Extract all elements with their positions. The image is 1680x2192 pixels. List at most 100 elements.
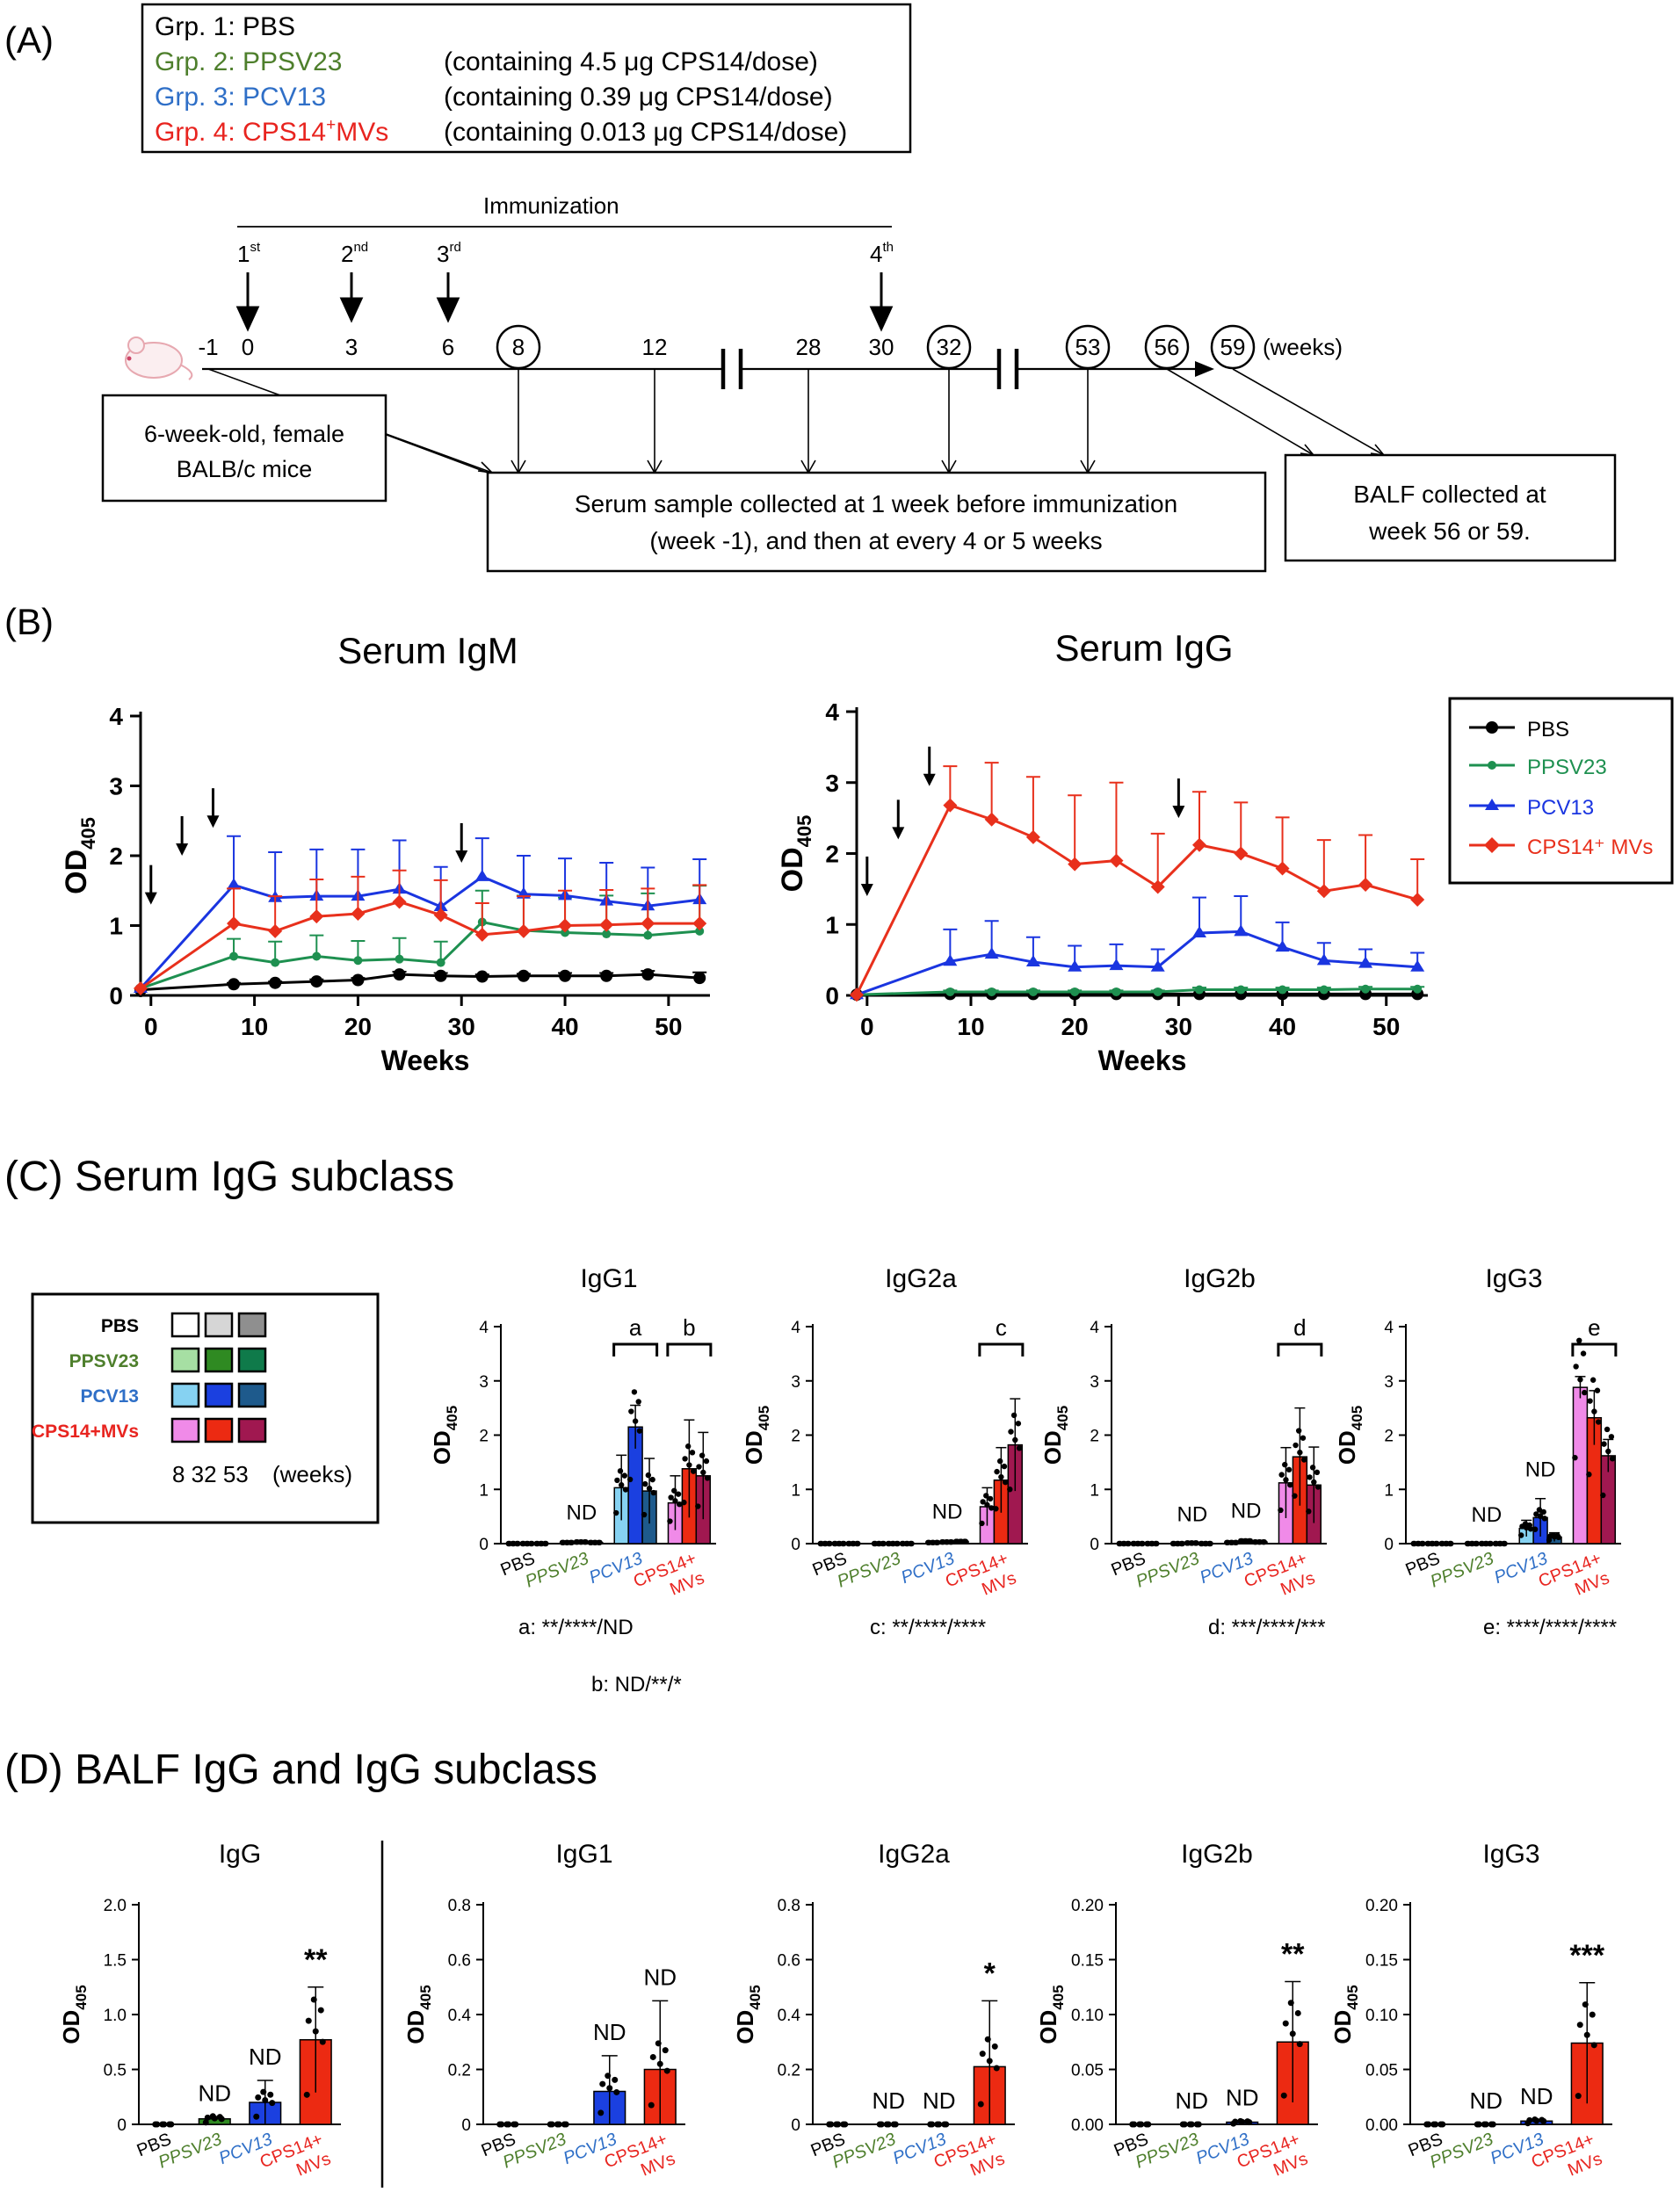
data-dot (1533, 2117, 1540, 2124)
balf-line-2: week 56 or 59. (1368, 517, 1531, 545)
dose-arrow-head (923, 773, 936, 786)
data-dot (656, 2060, 663, 2067)
series-PCV13 (850, 894, 1425, 1000)
data-dot (622, 1487, 629, 1493)
x-tick-label: 30 (1165, 1013, 1192, 1040)
data-dot (632, 1418, 639, 1424)
data-dot (1411, 1540, 1418, 1547)
svg-text:PCV13: PCV13 (1527, 796, 1594, 820)
x-tick-label: 20 (344, 1013, 372, 1040)
data-dot (649, 1476, 655, 1483)
series-CPS14 (134, 869, 707, 996)
category-label: CPS14+MVs (1242, 1549, 1318, 1600)
week-label: 59 (1220, 334, 1246, 360)
data-dot (983, 1493, 989, 1499)
svg-text:PBS: PBS (1527, 718, 1569, 742)
data-dot (962, 1538, 969, 1545)
data-dot (1430, 1540, 1436, 1547)
x-tick-label: 10 (957, 1013, 984, 1040)
data-point (475, 970, 489, 983)
chart-title: IgG3 (1485, 1264, 1542, 1293)
data-dot (555, 2121, 562, 2128)
data-dot (1575, 2093, 1582, 2100)
data-dot (1207, 1540, 1213, 1547)
nd-label: ND (249, 2044, 282, 2070)
data-dot (1012, 1436, 1018, 1443)
data-dot (855, 1540, 861, 1547)
significance-bracket (1277, 1342, 1323, 1356)
data-dot (832, 1540, 839, 1547)
y-axis-label: OD405 (1329, 1985, 1361, 2044)
x-tick-label: 50 (1372, 1013, 1400, 1040)
y-tick-label: 1 (825, 911, 839, 938)
data-dot (872, 1540, 879, 1547)
data-dot (1287, 2000, 1294, 2007)
data-dot (988, 1505, 995, 1511)
series-CPS14 (850, 762, 1425, 1002)
category-label: CPS14+MVs (943, 1549, 1019, 1600)
data-point (558, 918, 573, 933)
data-dot (977, 2101, 984, 2108)
data-dot (841, 1540, 847, 1547)
immunization-label: Immunization (483, 192, 619, 219)
data-dot (525, 1540, 531, 1547)
data-dot (597, 1539, 603, 1545)
data-dot (613, 2088, 620, 2095)
data-dot (1229, 1539, 1235, 1545)
y-tick-label: 0.20 (1365, 1897, 1398, 1915)
data-dot (534, 1540, 540, 1547)
data-dot (1497, 1540, 1504, 1547)
svg-text:PCV13: PCV13 (80, 1386, 139, 1407)
data-dot (979, 1520, 985, 1527)
series-line (139, 875, 700, 990)
data-dot (317, 2007, 324, 2014)
serum-line-2: (week -1), and then at every 4 or 5 week… (649, 527, 1102, 554)
data-dot (161, 2121, 168, 2128)
data-dot (1145, 1540, 1151, 1547)
data-point (353, 956, 363, 966)
data-dot (548, 2121, 555, 2128)
data-point (1358, 878, 1373, 893)
data-dot (568, 1539, 575, 1545)
data-dot (904, 1540, 911, 1547)
data-dot (662, 2047, 669, 2054)
data-dot (1280, 2092, 1287, 2099)
data-dot (1239, 2118, 1246, 2125)
y-tick-label: 1 (479, 1481, 489, 1500)
y-tick-label: 0.4 (778, 2007, 801, 2025)
data-dot (1600, 1492, 1606, 1499)
data-dot (1002, 1479, 1009, 1486)
data-dot (1547, 1533, 1553, 1539)
group-3-note: (containing 0.39 μg CPS14/dose) (444, 83, 833, 112)
data-dot (636, 1428, 643, 1434)
data-dot (267, 2091, 274, 2098)
bar (1572, 1386, 1589, 1545)
data-dot (672, 1498, 678, 1504)
data-point (1361, 984, 1371, 994)
nd-label: ND (1525, 1458, 1556, 1482)
data-dot (842, 2121, 849, 2128)
data-point (984, 812, 999, 827)
data-point (351, 906, 366, 921)
data-point (392, 894, 407, 909)
data-point (943, 798, 958, 813)
y-axis-label: OD405 (732, 1985, 764, 2044)
data-dot (684, 1443, 692, 1450)
nd-label: ND (1520, 2083, 1553, 2109)
data-dot (628, 1408, 634, 1414)
data-point (474, 927, 489, 942)
y-tick-label: 4 (1090, 1319, 1099, 1337)
data-point (393, 968, 406, 981)
significance-bracket (612, 1342, 659, 1356)
bar-chart-d_igg2b: IgG2b0.000.050.100.150.20OD405PBSPPSV23P… (1035, 1840, 1318, 2181)
dose-4-label: 4th (870, 240, 894, 267)
svg-text:CPS14⁺ MVs: CPS14⁺ MVs (1527, 836, 1653, 859)
data-dot (926, 1539, 932, 1545)
data-dot (1469, 1540, 1476, 1547)
data-dot (539, 1540, 545, 1547)
y-tick-label: 0.15 (1071, 1952, 1104, 1971)
chart-title: IgG1 (555, 1840, 612, 1869)
mouse-icon (125, 336, 193, 380)
data-dot (506, 1540, 513, 1547)
data-dot (255, 2094, 262, 2101)
